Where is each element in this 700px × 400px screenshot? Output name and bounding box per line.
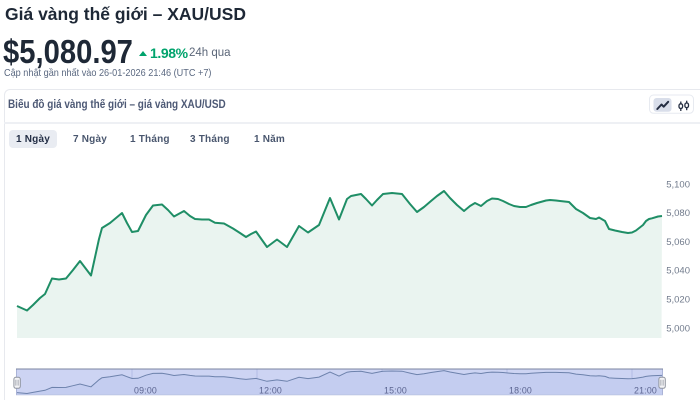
svg-text:5,060: 5,060 — [666, 237, 690, 248]
svg-text:15:00: 15:00 — [384, 386, 407, 396]
svg-text:5,100: 5,100 — [666, 179, 690, 190]
svg-text:5,080: 5,080 — [666, 208, 690, 219]
svg-text:5,020: 5,020 — [666, 295, 690, 306]
svg-text:5,000: 5,000 — [666, 323, 690, 334]
svg-text:12:00: 12:00 — [259, 386, 282, 396]
svg-text:09:00: 09:00 — [134, 386, 157, 396]
svg-text:21:00: 21:00 — [634, 386, 657, 396]
svg-text:5,040: 5,040 — [666, 266, 690, 277]
svg-text:18:00: 18:00 — [509, 386, 532, 396]
